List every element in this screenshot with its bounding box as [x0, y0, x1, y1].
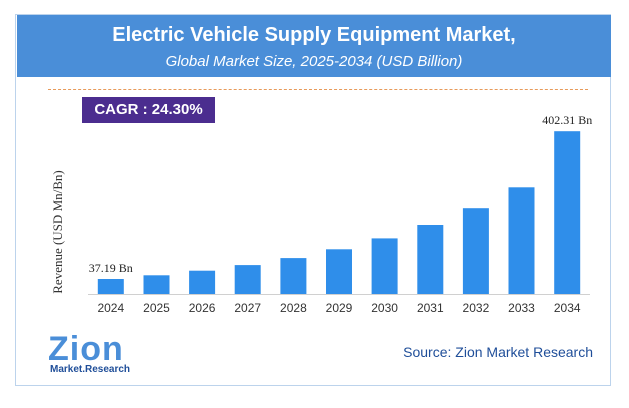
- x-tick-label: 2027: [234, 301, 261, 315]
- cagr-badge: CAGR : 24.30%: [82, 97, 215, 123]
- x-tick-label: 2034: [554, 301, 581, 315]
- x-tick-label: 2029: [326, 301, 353, 315]
- bar-2025: [143, 275, 170, 294]
- x-tick-label: 2024: [97, 301, 124, 315]
- logo-tagline: Market.Research: [50, 364, 131, 375]
- logo-wordmark: Zion: [48, 330, 124, 368]
- chart-subtitle: Global Market Size, 2025-2034 (USD Billi…: [165, 53, 463, 70]
- x-tick-label: 2030: [371, 301, 398, 315]
- bar-2034: [554, 131, 581, 294]
- source-note: Source: Zion Market Research: [403, 344, 593, 360]
- chart-title: Electric Vehicle Supply Equipment Market…: [112, 24, 516, 46]
- data-label: 37.19 Bn: [89, 261, 133, 275]
- x-tick-label: 2032: [463, 301, 490, 315]
- bar-2030: [371, 238, 398, 294]
- header-separator: [48, 89, 588, 90]
- bar-2027: [234, 265, 261, 294]
- data-label: 402.31 Bn: [542, 113, 592, 127]
- zion-logo: Zion Market.Research: [48, 330, 148, 380]
- bar-2028: [280, 258, 307, 294]
- bar-2032: [462, 208, 489, 294]
- bar-2026: [189, 270, 216, 294]
- bar-2031: [417, 225, 444, 294]
- bar-2029: [326, 249, 352, 294]
- x-tick-label: 2031: [417, 301, 444, 315]
- x-tick-label: 2028: [280, 301, 307, 315]
- chart-header: Electric Vehicle Supply Equipment Market…: [17, 15, 611, 77]
- x-tick-label: 2033: [508, 301, 535, 315]
- bar-2033: [508, 187, 535, 294]
- bar-2024: [97, 279, 124, 294]
- x-tick-label: 2026: [189, 301, 216, 315]
- x-tick-label: 2025: [143, 301, 170, 315]
